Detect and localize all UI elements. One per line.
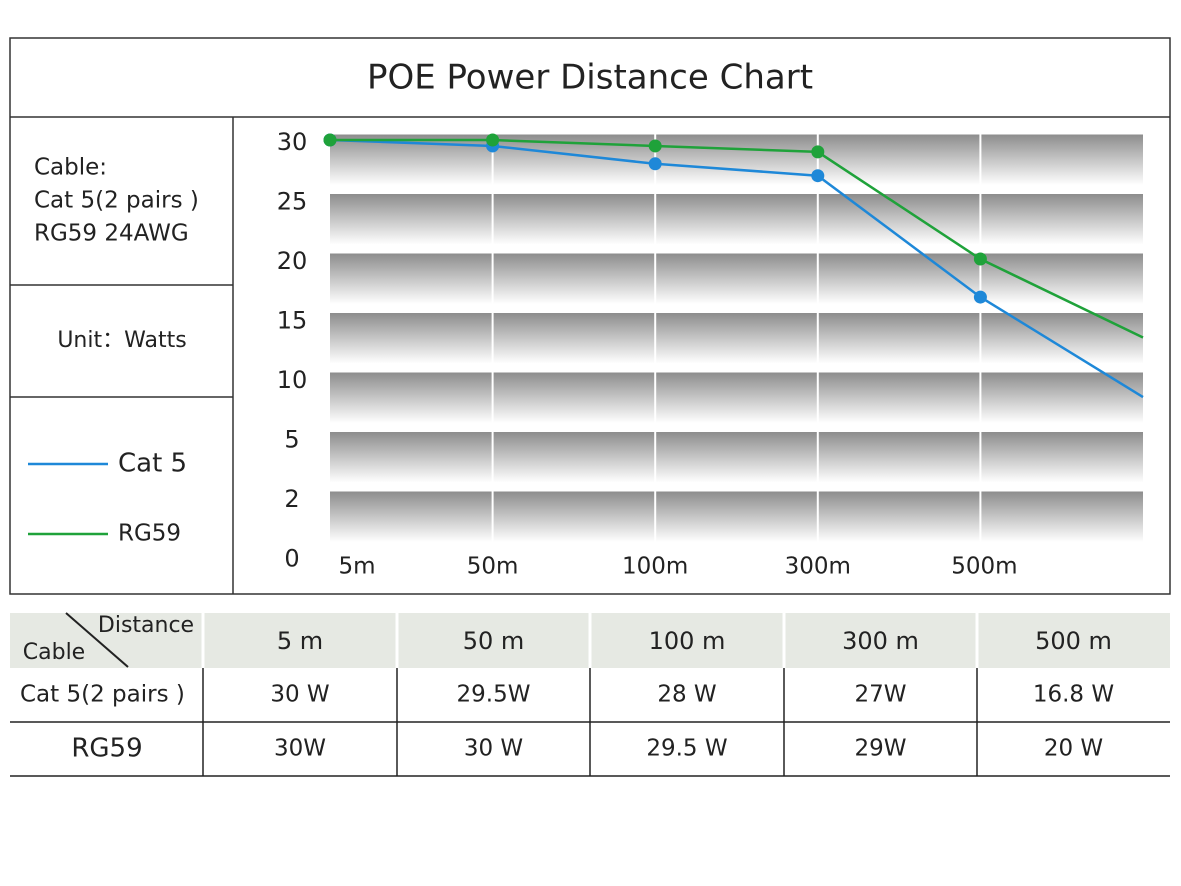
table-cell: 30 W (464, 736, 523, 762)
table-cell: 29W (854, 736, 906, 762)
table-header: 100 m (649, 627, 726, 655)
y-tick-label: 2 (284, 485, 299, 513)
table-cell: 27W (854, 682, 906, 708)
series-line (330, 138, 1144, 339)
table-cell: Cat 5(2 pairs ) (20, 682, 185, 708)
data-point (973, 290, 987, 304)
table-header: 50 m (463, 627, 525, 655)
data-point (811, 145, 825, 159)
grid-band (330, 135, 1143, 185)
table: Distance Cable 5 m 50 m 100 m 300 m 500 m Cat… (10, 612, 1170, 777)
table-cell: 20 W (1044, 736, 1103, 762)
table-cell: 16.8 W (1033, 682, 1114, 708)
x-tick-label: 50m (467, 554, 519, 580)
y-tick-label: 5 (284, 426, 299, 454)
grid-band (330, 313, 1143, 364)
table-cell: 30W (274, 736, 326, 762)
chart-frame (9, 37, 1171, 595)
corner-diagonal (65, 612, 129, 668)
grid-band (330, 373, 1143, 423)
cable-label: Cable: (34, 155, 107, 181)
x-tick-label: 500m (951, 554, 1017, 580)
chart-title: POE Power Distance Chart (367, 58, 813, 98)
table-header: 5 m (277, 627, 323, 655)
table-header: 500 m (1035, 627, 1112, 655)
grid-band (330, 254, 1143, 304)
unit-label: Unit：Watts (57, 328, 186, 353)
corner-top: Distance (98, 613, 194, 638)
y-tick-label: 0 (284, 545, 299, 573)
legend-label: Cat 5 (118, 449, 187, 479)
table-header: 300 m (842, 627, 919, 655)
data-point (973, 252, 987, 266)
y-tick-label: 15 (277, 307, 308, 335)
corner-bottom: Cable (23, 640, 85, 665)
grid-band (330, 492, 1143, 542)
table-cell: 29.5W (457, 682, 531, 708)
grid-band (330, 194, 1143, 245)
cable-type: RG59 24AWG (34, 221, 189, 247)
data-point (323, 133, 337, 147)
table-cell: 30 W (270, 682, 329, 708)
table-cell: 29.5 W (646, 736, 727, 762)
data-point (648, 157, 662, 171)
grid-band (330, 432, 1143, 483)
cable-type: Cat 5(2 pairs ) (34, 188, 199, 214)
data-point (648, 139, 662, 153)
x-tick-label: 5m (338, 554, 375, 580)
data-point (486, 133, 500, 147)
y-tick-label: 30 (277, 128, 308, 156)
data-point (811, 169, 825, 183)
series-line (329, 138, 1144, 399)
x-tick-label: 300m (785, 554, 851, 580)
legend-label: RG59 (118, 521, 181, 547)
table-cell: 28 W (657, 682, 716, 708)
y-tick-label: 25 (277, 188, 308, 216)
y-tick-label: 10 (277, 366, 308, 394)
table-cell: RG59 (71, 734, 142, 764)
y-tick-label: 20 (277, 247, 308, 275)
x-tick-label: 100m (622, 554, 688, 580)
